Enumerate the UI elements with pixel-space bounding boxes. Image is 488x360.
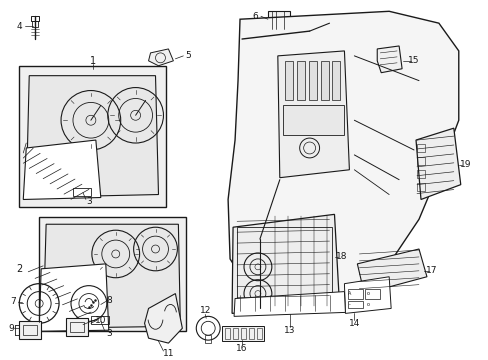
Bar	[256, 328, 262, 339]
Bar	[347, 301, 363, 309]
Text: 11: 11	[163, 348, 174, 357]
Bar	[237, 227, 331, 311]
Polygon shape	[344, 277, 390, 314]
Text: 4: 4	[17, 22, 22, 31]
Bar	[19, 66, 166, 207]
Polygon shape	[227, 11, 458, 309]
Text: 9: 9	[8, 324, 14, 333]
Bar	[416, 144, 424, 152]
Polygon shape	[39, 264, 108, 331]
Polygon shape	[415, 128, 460, 199]
Bar	[91, 316, 108, 324]
Polygon shape	[144, 294, 182, 343]
Text: 17: 17	[426, 266, 437, 275]
Bar	[39, 217, 186, 331]
Text: 13: 13	[284, 326, 295, 335]
Bar	[205, 335, 211, 343]
Text: -: -	[348, 302, 349, 307]
Polygon shape	[23, 140, 101, 199]
Text: 8: 8	[106, 296, 111, 305]
Text: 3: 3	[86, 197, 92, 206]
Text: 7: 7	[10, 297, 16, 306]
Bar	[416, 183, 424, 190]
Text: 18: 18	[335, 252, 346, 261]
Text: 1: 1	[90, 56, 96, 66]
Bar	[416, 157, 424, 165]
Bar	[267, 11, 289, 29]
Text: 12: 12	[199, 306, 210, 315]
Bar	[332, 61, 340, 100]
Bar	[308, 61, 316, 100]
Bar	[32, 21, 38, 27]
Bar	[284, 61, 292, 100]
Text: 16: 16	[236, 343, 247, 352]
Text: 2: 2	[16, 264, 22, 274]
Bar	[233, 328, 238, 339]
Text: 5: 5	[185, 51, 191, 60]
Bar	[416, 170, 424, 178]
Text: o: o	[366, 302, 369, 307]
Polygon shape	[277, 51, 349, 178]
Text: 6: 6	[251, 12, 257, 21]
Polygon shape	[232, 214, 339, 314]
Bar	[241, 328, 245, 339]
Text: 14: 14	[348, 319, 359, 328]
Bar	[320, 61, 328, 100]
Text: o: o	[366, 291, 369, 296]
Bar	[224, 328, 230, 339]
Text: 10: 10	[95, 316, 106, 325]
Bar	[222, 326, 264, 341]
Bar	[23, 325, 37, 335]
Bar	[19, 321, 41, 339]
Bar	[347, 289, 363, 298]
Polygon shape	[26, 76, 158, 198]
Bar	[66, 318, 88, 336]
Bar	[282, 105, 344, 135]
Bar	[70, 322, 84, 332]
Text: 3: 3	[106, 329, 111, 338]
Bar	[365, 289, 380, 298]
Bar	[296, 61, 304, 100]
Polygon shape	[376, 46, 401, 73]
Bar	[73, 188, 91, 195]
Polygon shape	[234, 292, 345, 316]
Text: 19: 19	[459, 160, 470, 169]
Polygon shape	[43, 224, 180, 328]
Bar	[31, 16, 39, 21]
Text: A: A	[347, 291, 350, 296]
Text: 15: 15	[407, 56, 419, 65]
Bar	[248, 328, 253, 339]
Polygon shape	[357, 249, 426, 294]
Polygon shape	[148, 49, 173, 66]
